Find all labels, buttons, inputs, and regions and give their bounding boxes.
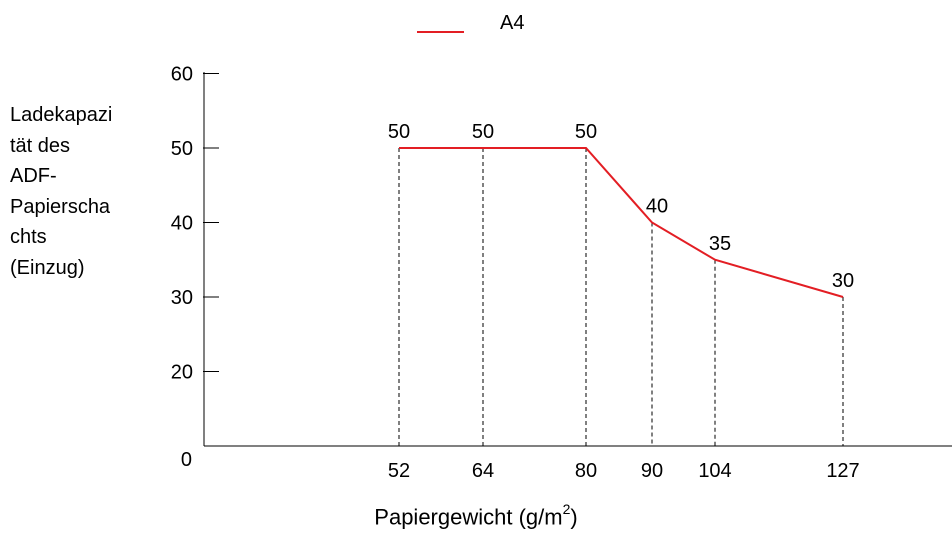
x-tick-label-90: 90 (641, 460, 663, 482)
y-tick-label-50: 50 (171, 138, 193, 160)
data-label-52: 50 (388, 121, 410, 143)
x-tick-label-80: 80 (575, 460, 597, 482)
data-label-127: 30 (832, 270, 854, 292)
y-tick-label-0: 0 (181, 449, 192, 471)
data-label-80: 50 (575, 121, 597, 143)
y-tick-label-30: 30 (171, 287, 193, 309)
y-tick-label-20: 20 (171, 362, 193, 384)
series-line-a4 (399, 147, 844, 298)
data-label-64: 50 (472, 121, 494, 143)
series (399, 147, 844, 298)
x-axis-title-superscript: 2 (562, 501, 571, 517)
data-label-104: 35 (709, 233, 731, 255)
x-axis-title: Papiergewicht (g/m2) (0, 501, 952, 530)
y-tick-label-40: 40 (171, 213, 193, 235)
x-tick-label-104: 104 (698, 460, 731, 482)
drop-lines (398, 148, 844, 446)
y-tick-label-60: 60 (171, 64, 193, 86)
legend: A4 (417, 12, 524, 34)
x-tick-label-64: 64 (472, 460, 494, 482)
x-tick-label-127: 127 (826, 460, 859, 482)
y-axis-title: Ladekapazi tät des ADF- Papierscha chts … (10, 104, 113, 279)
x-axis-title-close: ) (570, 504, 578, 530)
data-labels: 50 50 50 40 35 30 (388, 121, 854, 292)
axes: 0 20 30 40 50 60 52 64 80 90 104 127 (171, 64, 952, 482)
x-axis-title-main: Papiergewicht (g/m (374, 504, 563, 530)
data-label-90: 40 (646, 196, 668, 218)
x-tick-label-52: 52 (388, 460, 410, 482)
legend-label-a4: A4 (500, 12, 524, 34)
